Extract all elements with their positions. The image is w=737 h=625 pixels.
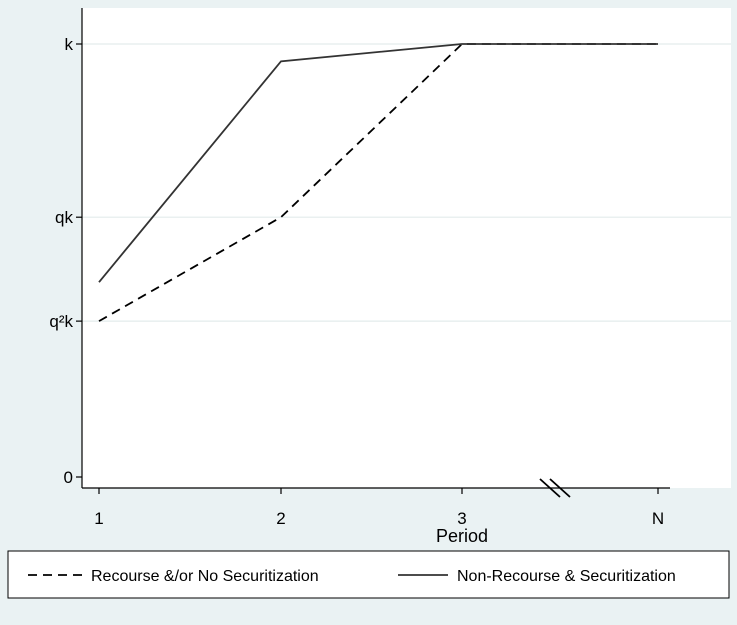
x-axis-title: Period [436, 526, 488, 546]
legend-label-1: Non-Recourse & Securitization [457, 568, 676, 585]
y-tick-label-0: 0 [64, 468, 73, 487]
plot-area [82, 8, 731, 488]
y-axis: 0 q²k qk k [49, 8, 83, 488]
y-tick-label-3: k [65, 35, 74, 54]
axis-break-mark-1 [549, 478, 571, 498]
series-line-1 [98, 43, 658, 283]
axis-break-mark-0 [539, 478, 561, 498]
x-tick-label-1: 2 [276, 509, 285, 528]
y-tick-label-1: q²k [49, 312, 73, 331]
x-tick-label-2: 3 [457, 509, 466, 528]
series-lines [98, 43, 659, 322]
y-tick-label-2: qk [55, 208, 73, 227]
x-tick-label-3: N [652, 509, 664, 528]
legend-label-0: Recourse &/or No Securitization [91, 568, 319, 585]
legend-box [7, 550, 730, 599]
x-axis: 1 2 3 N [82, 478, 670, 528]
legend: Recourse &/or No Securitization Non-Reco… [7, 550, 730, 599]
x-tick-label-0: 1 [94, 509, 103, 528]
